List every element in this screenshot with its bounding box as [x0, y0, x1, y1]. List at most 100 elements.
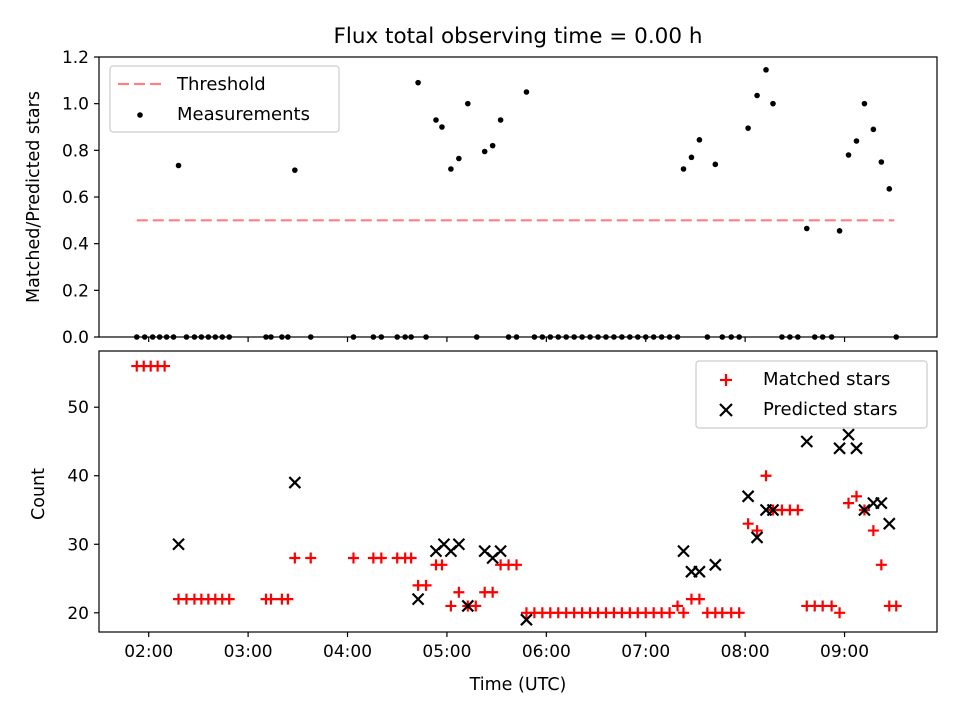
top-y-tick-label: 0.4 [62, 235, 89, 255]
measurement-point [861, 100, 868, 107]
matched-star-point [867, 525, 879, 537]
predicted-star-point [833, 442, 846, 455]
matched-star-point [826, 600, 838, 612]
predicted-star-point [452, 537, 466, 551]
measurement-point [803, 225, 810, 232]
matched-star-point [282, 593, 294, 605]
x-tick-label: 04:00 [323, 642, 372, 662]
top-plot-ticks: 0.0 0.2 0.4 0.6 0.8 1.0 1.2 [62, 48, 846, 348]
predicted-star-point [858, 503, 871, 517]
matched-star-point [265, 593, 277, 605]
matched-star-point [223, 593, 235, 605]
measurement-point [754, 92, 760, 99]
measurement-point [763, 67, 769, 73]
measurement-point [870, 126, 877, 133]
measurement-point [456, 155, 462, 162]
x-axis-label: Time (UTC) [469, 675, 567, 695]
predicted-star-point [520, 613, 533, 626]
top-y-tick-label: 0.0 [62, 328, 89, 348]
matched-star-point [751, 525, 763, 537]
matched-star-point [405, 552, 417, 564]
star-count-plot: 02:00 03:00 04:00 05:00 06:00 07:00 08:00 09:00… [29, 350, 938, 695]
measurement-point [415, 79, 421, 86]
matched-star-point [436, 559, 448, 571]
top-y-axis-label: Matched/Predicted stars [24, 91, 44, 303]
matched-star-point [843, 497, 855, 509]
matched-star-point [693, 593, 705, 605]
predicted-star-point [693, 565, 706, 578]
measurements-legend-marker [137, 112, 143, 118]
predicted-star-point [883, 517, 896, 530]
predicted-star-point [172, 537, 185, 551]
bottom-legend-box [695, 360, 928, 429]
measurement-point [853, 138, 860, 144]
matched-star-point [834, 607, 846, 619]
predicted-star-point [461, 599, 475, 613]
predicted-legend-marker [719, 403, 733, 417]
x-tick-label: 02:00 [124, 642, 173, 662]
measurement-point [489, 142, 496, 149]
top-plot-frame [98, 56, 938, 338]
bottom-y-axis-label: Count [29, 468, 49, 520]
matched-star-point [850, 490, 862, 502]
measurement-point [878, 159, 885, 165]
matched-star-point [875, 559, 887, 571]
matched-star-point [347, 552, 359, 564]
measurement-point [481, 148, 488, 155]
chart-title: Flux total observing time = 0.00 h [334, 24, 703, 49]
matched-star-point [890, 600, 902, 612]
matched-star-point [470, 600, 482, 612]
top-legend: Threshold Measurements [109, 65, 340, 133]
measurement-point [464, 100, 471, 107]
top-legend-box [109, 65, 340, 133]
matched-star-point [445, 600, 457, 612]
predicted-star-point [494, 544, 507, 558]
matched-star-point [511, 559, 523, 571]
matched-star-point [672, 600, 684, 612]
threshold-legend-label: Threshold [176, 74, 266, 95]
matched-star-point [742, 518, 754, 530]
predicted-star-point [750, 531, 764, 544]
x-tick-label: 06:00 [522, 642, 571, 662]
matched-star-point [375, 552, 387, 564]
matched-star-point [792, 504, 804, 516]
matched-star-point [289, 552, 301, 564]
matched-star-point [420, 579, 432, 591]
measurement-point [688, 154, 695, 161]
measurement-point [836, 228, 843, 234]
measurement-point [448, 166, 454, 172]
measurement-point [523, 89, 530, 95]
bottom-y-tick-label: 40 [67, 467, 89, 487]
bottom-y-tick-label: 20 [67, 604, 89, 624]
measurement-point [292, 167, 298, 173]
bottom-y-tick-label: 30 [67, 535, 89, 555]
x-tick-label: 05:00 [422, 642, 471, 662]
measurement-point [886, 186, 893, 192]
measurement-point [439, 124, 445, 130]
top-y-tick-label: 0.2 [62, 281, 89, 301]
measurement-point [680, 166, 687, 172]
predicted-star-point [800, 435, 814, 448]
top-y-tick-label: 1.2 [62, 48, 89, 68]
measurement-point [696, 137, 703, 143]
measurement-point [712, 161, 719, 168]
top-y-tick-label: 1.0 [62, 95, 89, 115]
measurement-point [497, 117, 504, 123]
matched-star-point [760, 470, 772, 482]
matched-star-point [159, 360, 171, 372]
predicted-star-point [288, 476, 302, 489]
matched-star-point [678, 607, 690, 619]
bottom-plot-ticks: 02:00 03:00 04:00 05:00 06:00 07:00 08:00 09:00… [67, 398, 869, 662]
predicted-star-point [766, 503, 780, 517]
star-count-points [131, 360, 902, 626]
matched-legend-marker [720, 374, 732, 386]
predicted-star-point [842, 428, 855, 441]
predicted-legend-label: Predicted stars [763, 399, 897, 420]
predicted-star-point [677, 544, 690, 558]
bottom-plot-frame [98, 350, 938, 633]
bottom-legend: Matched stars Predicted stars [695, 360, 928, 429]
x-tick-label: 09:00 [820, 642, 869, 662]
measurement-point [745, 125, 751, 131]
matched-star-point [453, 586, 465, 598]
